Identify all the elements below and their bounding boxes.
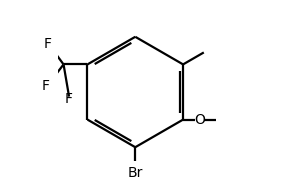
Text: F: F — [42, 79, 50, 93]
Text: F: F — [65, 92, 73, 106]
Text: F: F — [44, 37, 52, 51]
Text: O: O — [194, 113, 205, 127]
Text: Br: Br — [128, 166, 143, 180]
